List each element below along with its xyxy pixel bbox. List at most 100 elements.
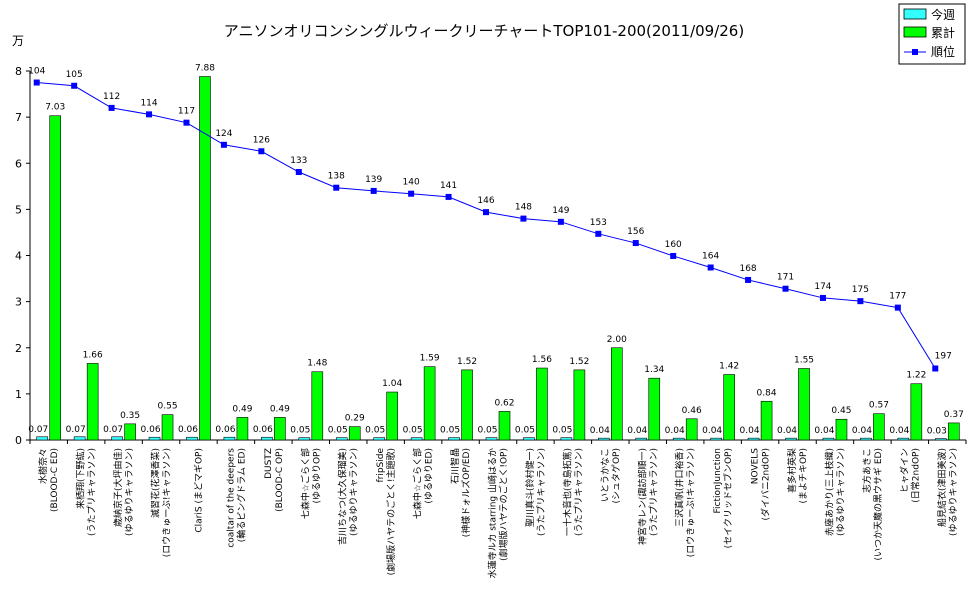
category-label: 船見結衣(津田美波) (ゆるゆりキャラソン) xyxy=(936,448,959,536)
data-label-weekly: 0.07 xyxy=(28,425,48,435)
legend-swatch-cumulative xyxy=(903,26,927,38)
y-axis: 0 1 2 3 4 5 6 7 8 xyxy=(15,65,967,447)
category-label: DUSTZ (BLOOD-C OP) xyxy=(264,448,285,512)
category-label-line: ClariS (まどマギOP) xyxy=(193,448,204,533)
rank-point xyxy=(557,218,564,225)
category-label-line: 来栖翔(下野紘) xyxy=(75,448,87,509)
bar-weekly xyxy=(822,437,835,441)
data-label-cumulative: 0.46 xyxy=(682,406,702,416)
bar-weekly xyxy=(298,437,311,441)
data-label-cumulative: 0.55 xyxy=(158,402,178,412)
y-tick-label: 3 xyxy=(15,296,22,309)
category-label-line: 船見結衣(津田美波) xyxy=(936,448,948,527)
bar-cumulative xyxy=(49,115,62,441)
category-label-line: 滅習花(花澤香菜) xyxy=(150,448,162,518)
bar-weekly xyxy=(410,437,423,441)
rank-label: 138 xyxy=(328,172,345,182)
data-label-weekly: 0.04 xyxy=(740,426,760,436)
category-label-line: (劇場版ハヤテのごとく!主題歌) xyxy=(385,448,397,575)
category-label: 神宮寺レン(諏訪部順一) (うたプリキャラソン) xyxy=(636,448,659,545)
rank-series-line xyxy=(36,82,936,369)
category-label: 石川智晶 (神様ドォルズOP/ED) xyxy=(449,448,472,537)
data-label-weekly: 0.04 xyxy=(889,426,909,436)
data-label-weekly: 0.03 xyxy=(927,427,947,437)
data-label-weekly: 0.05 xyxy=(403,426,423,436)
rank-point xyxy=(483,209,489,216)
bar-weekly xyxy=(448,437,460,441)
category-label-line: (いつか天魔の黒ウサギ ED) xyxy=(872,448,884,561)
rank-label: 104 xyxy=(28,67,45,77)
category-label-line: (ゆるゆりED) xyxy=(424,448,435,504)
bar-cumulative xyxy=(236,417,249,441)
rank-point xyxy=(258,148,265,155)
bar-weekly xyxy=(635,437,648,441)
rank-point xyxy=(220,141,227,148)
y-tick-label: 4 xyxy=(15,250,22,263)
chart-title: アニソンオリコンシングルウィークリーチャートTOP101-200(2011/09… xyxy=(224,22,744,40)
bar-cumulative xyxy=(873,413,885,441)
data-label-cumulative: 1.52 xyxy=(569,357,589,367)
category-label-line: 神宮寺レン(諏訪部順一) xyxy=(636,448,648,545)
category-label-line: いとうかなこ xyxy=(600,448,611,502)
rank-label: 112 xyxy=(103,92,120,102)
category-label-line: 水樹奈々 xyxy=(37,448,49,484)
legend: 今週 累計 順位 xyxy=(898,3,966,65)
category-label: 喜多村英梨 (まよチキOP) xyxy=(786,448,809,504)
bar-cumulative xyxy=(685,418,698,441)
rank-label: 153 xyxy=(590,218,607,228)
category-label: 水樹奈々 (BLOOD-C ED) xyxy=(37,448,60,512)
rank-label: 133 xyxy=(290,156,307,166)
bar-weekly xyxy=(186,436,198,441)
category-label-line: (ダイバニ2ndOP) xyxy=(760,448,772,521)
category-label-line: (うたプリキャラソン) xyxy=(536,448,547,536)
bar-weekly xyxy=(785,437,797,441)
category-label-line: 吉川ちなつ(大久保瑠美) xyxy=(337,448,349,545)
rank-point xyxy=(707,264,714,271)
bar-weekly xyxy=(860,437,872,441)
legend-label-cumulative: 累計 xyxy=(931,25,955,40)
data-label-weekly: 0.05 xyxy=(515,426,535,436)
category-label: ヒャダイン (日常2ndOP) xyxy=(898,448,921,503)
bar-cumulative xyxy=(461,369,473,441)
category-label-line: (日常2ndOP) xyxy=(909,448,921,503)
rank-label: 168 xyxy=(739,264,756,274)
category-label: ClariS (まどマギOP) xyxy=(193,448,204,533)
rank-label: 171 xyxy=(777,273,794,283)
bar-weekly xyxy=(897,437,910,441)
bar-weekly xyxy=(373,437,385,441)
category-labels-layer: 水樹奈々 (BLOOD-C ED) 来栖翔(下野紘) (うたプリキャラソン) 歳納京子(… xyxy=(37,448,959,579)
category-label-line: (シュタゲOP) xyxy=(610,448,622,504)
data-label-weekly: 0.05 xyxy=(477,426,497,436)
rank-point xyxy=(857,298,864,305)
rank-point xyxy=(408,190,415,197)
data-label-cumulative: 7.03 xyxy=(45,103,65,113)
rank-point xyxy=(370,187,377,194)
bar-weekly xyxy=(261,436,273,441)
data-label-weekly: 0.07 xyxy=(103,425,123,435)
data-label-cumulative: 0.49 xyxy=(232,404,252,414)
category-label-line: (セイクリッドセブンOP) xyxy=(722,448,734,548)
rank-point xyxy=(595,230,602,237)
data-label-weekly: 0.04 xyxy=(852,426,872,436)
legend-marker-rank xyxy=(912,49,918,55)
data-label-weekly: 0.04 xyxy=(590,426,610,436)
data-label-weekly: 0.07 xyxy=(66,425,86,435)
category-label-line: FictionJunction xyxy=(713,448,723,513)
data-label-weekly: 0.05 xyxy=(552,426,572,436)
data-label-cumulative: 1.56 xyxy=(532,355,552,365)
data-label-weekly: 0.04 xyxy=(665,426,685,436)
rank-point xyxy=(520,215,527,222)
category-label: 七森中☆ごらく部 (ゆるゆりOP) xyxy=(299,448,322,519)
rank-point xyxy=(183,119,190,126)
category-label: 吉川ちなつ(大久保瑠美) (ゆるゆりキャラソン) xyxy=(337,448,360,545)
category-label: 来栖翔(下野紘) (うたプリキャラソン) xyxy=(75,448,98,536)
category-label-line: (まよチキOP) xyxy=(798,448,809,504)
y-tick-label: 6 xyxy=(15,157,22,170)
data-label-cumulative: 2.00 xyxy=(607,335,627,345)
y-tick-label: 7 xyxy=(15,111,22,124)
category-label-line: (ゆるゆりキャラソン) xyxy=(124,448,135,536)
rank-point xyxy=(745,276,752,283)
category-label-line: coaltar of the deepers xyxy=(226,448,236,548)
bar-cumulative xyxy=(573,369,586,441)
rank-line-layer: 104 105 112 114 117 124 126 133 138 139 140 141 146 1… xyxy=(28,67,952,372)
